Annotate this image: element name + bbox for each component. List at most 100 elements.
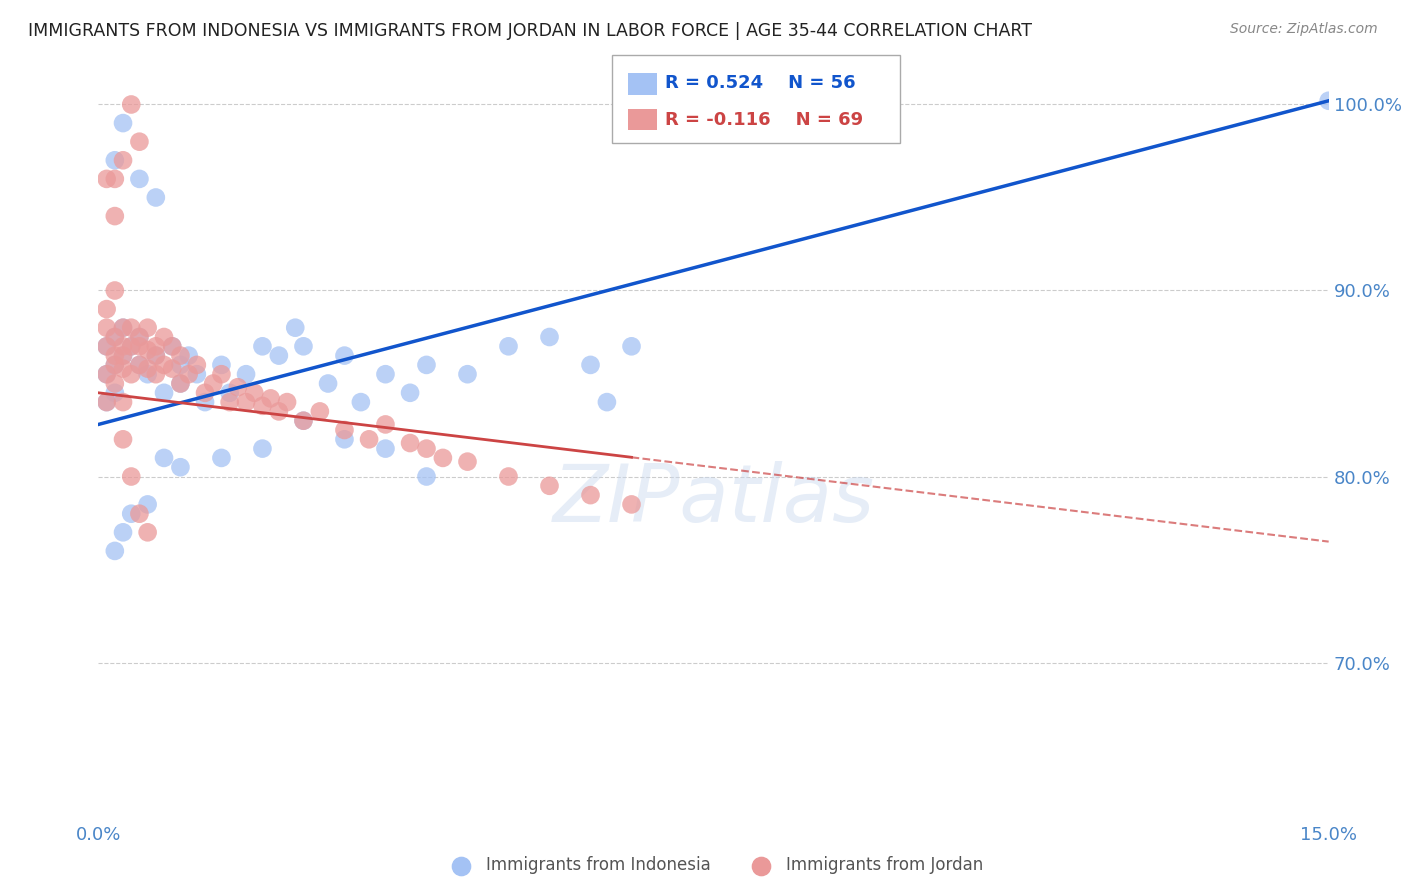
- Point: [136, 361, 159, 376]
- Point: [316, 376, 339, 391]
- Point: [226, 380, 249, 394]
- Point: [96, 302, 118, 317]
- Point: [374, 368, 396, 382]
- Point: [309, 404, 332, 418]
- Text: R = -0.116    N = 69: R = -0.116 N = 69: [665, 111, 863, 128]
- Point: [252, 399, 274, 413]
- Point: [153, 330, 176, 344]
- Point: [120, 339, 142, 353]
- Point: [620, 339, 643, 353]
- Point: [104, 358, 127, 372]
- Point: [267, 404, 290, 418]
- Point: [169, 376, 191, 391]
- Point: [235, 395, 257, 409]
- Point: [120, 368, 142, 382]
- Point: [260, 392, 283, 406]
- Point: [538, 330, 561, 344]
- Point: [112, 339, 135, 353]
- Point: [145, 368, 167, 382]
- Point: [136, 525, 159, 540]
- Point: [136, 497, 159, 511]
- Point: [153, 450, 176, 465]
- Point: [128, 330, 150, 344]
- Point: [112, 395, 135, 409]
- Point: [177, 368, 200, 382]
- Point: [333, 432, 356, 446]
- Point: [96, 339, 118, 353]
- Point: [104, 544, 127, 558]
- Point: [186, 358, 208, 372]
- Point: [128, 339, 150, 353]
- Point: [498, 339, 520, 353]
- Point: [211, 368, 233, 382]
- Point: [104, 209, 127, 223]
- Point: [153, 358, 176, 372]
- Point: [162, 339, 183, 353]
- Point: [457, 368, 479, 382]
- Point: [457, 455, 479, 469]
- Point: [145, 349, 167, 363]
- Point: [350, 395, 373, 409]
- Text: IMMIGRANTS FROM INDONESIA VS IMMIGRANTS FROM JORDAN IN LABOR FORCE | AGE 35-44 C: IMMIGRANTS FROM INDONESIA VS IMMIGRANTS …: [28, 22, 1032, 40]
- Point: [120, 507, 142, 521]
- Point: [96, 368, 118, 382]
- Point: [104, 330, 127, 344]
- Point: [267, 349, 290, 363]
- Point: [128, 358, 150, 372]
- Point: [218, 385, 240, 400]
- Point: [1317, 94, 1340, 108]
- Point: [202, 376, 225, 391]
- Point: [104, 376, 127, 391]
- Point: [104, 358, 127, 372]
- Point: [359, 432, 381, 446]
- Point: [112, 320, 135, 334]
- Point: [194, 385, 217, 400]
- Point: [374, 417, 396, 432]
- Point: [243, 385, 266, 400]
- Point: [96, 172, 118, 186]
- Point: [136, 368, 159, 382]
- Point: [136, 343, 159, 357]
- Point: [96, 395, 118, 409]
- Point: [194, 395, 217, 409]
- Point: [145, 339, 167, 353]
- Point: [112, 320, 135, 334]
- Text: R = 0.524    N = 56: R = 0.524 N = 56: [665, 74, 856, 92]
- Point: [112, 349, 135, 363]
- Point: [128, 358, 150, 372]
- Point: [399, 385, 422, 400]
- Point: [415, 358, 437, 372]
- Point: [162, 361, 183, 376]
- Text: Source: ZipAtlas.com: Source: ZipAtlas.com: [1230, 22, 1378, 37]
- Point: [96, 339, 118, 353]
- Point: [620, 497, 643, 511]
- Point: [177, 349, 200, 363]
- Point: [579, 488, 602, 502]
- Point: [104, 385, 127, 400]
- Point: [276, 395, 298, 409]
- Point: [211, 358, 233, 372]
- Point: [112, 525, 135, 540]
- Point: [153, 385, 176, 400]
- Point: [145, 349, 167, 363]
- Point: [252, 442, 274, 456]
- Point: [128, 135, 150, 149]
- Point: [292, 414, 315, 428]
- Point: [104, 172, 127, 186]
- Point: [120, 320, 142, 334]
- Point: [415, 442, 437, 456]
- Point: [128, 330, 150, 344]
- Point: [169, 376, 191, 391]
- Point: [538, 479, 561, 493]
- Point: [162, 339, 183, 353]
- Point: [169, 358, 191, 372]
- Point: [128, 507, 150, 521]
- Legend: Immigrants from Indonesia, Immigrants from Jordan: Immigrants from Indonesia, Immigrants fr…: [437, 849, 990, 881]
- Point: [112, 432, 135, 446]
- Point: [128, 172, 150, 186]
- Point: [120, 469, 142, 483]
- Point: [112, 116, 135, 130]
- Point: [145, 190, 167, 204]
- Point: [104, 284, 127, 298]
- Point: [374, 442, 396, 456]
